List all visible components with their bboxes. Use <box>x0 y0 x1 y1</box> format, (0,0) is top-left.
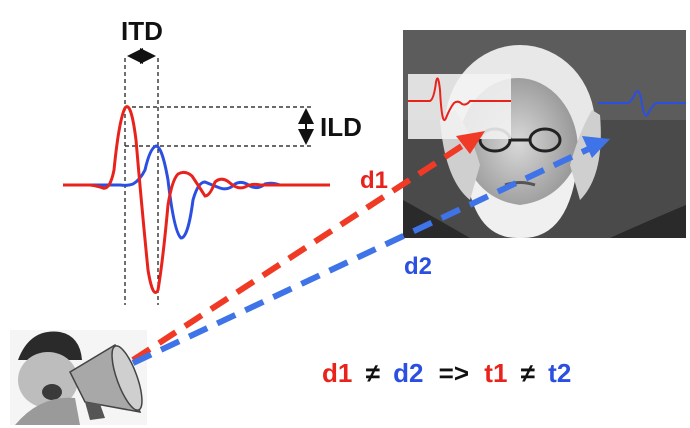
eq-t2: t2 <box>548 358 571 388</box>
d2-label: d2 <box>404 253 432 280</box>
path-d2-arrowhead <box>582 136 610 158</box>
right-ear-waveform <box>598 90 686 117</box>
red-waveform <box>63 105 330 294</box>
itd-label: ITD <box>121 16 163 46</box>
eq-d2: d2 <box>393 358 423 388</box>
eq-d1: d1 <box>322 358 352 388</box>
waveform-plot <box>63 48 330 305</box>
eq-neq-2: ≠ <box>521 358 535 388</box>
eq-t1: t1 <box>484 358 507 388</box>
left-ear-waveform <box>408 77 511 121</box>
ild-label: ILD <box>320 112 362 142</box>
left-ear-waveform-inset <box>408 74 511 139</box>
d1-label: d1 <box>360 167 388 194</box>
path-d1 <box>131 139 470 363</box>
equation: d1 ≠ d2 => t1 ≠ t2 <box>322 358 571 388</box>
eq-neq-1: ≠ <box>366 358 380 388</box>
speaker-image <box>10 330 147 425</box>
listener-photo <box>403 30 686 239</box>
path-d1-arrowhead <box>456 131 485 154</box>
blue-waveform <box>63 144 330 240</box>
eq-implies: => <box>439 358 469 388</box>
path-d2 <box>131 143 597 366</box>
